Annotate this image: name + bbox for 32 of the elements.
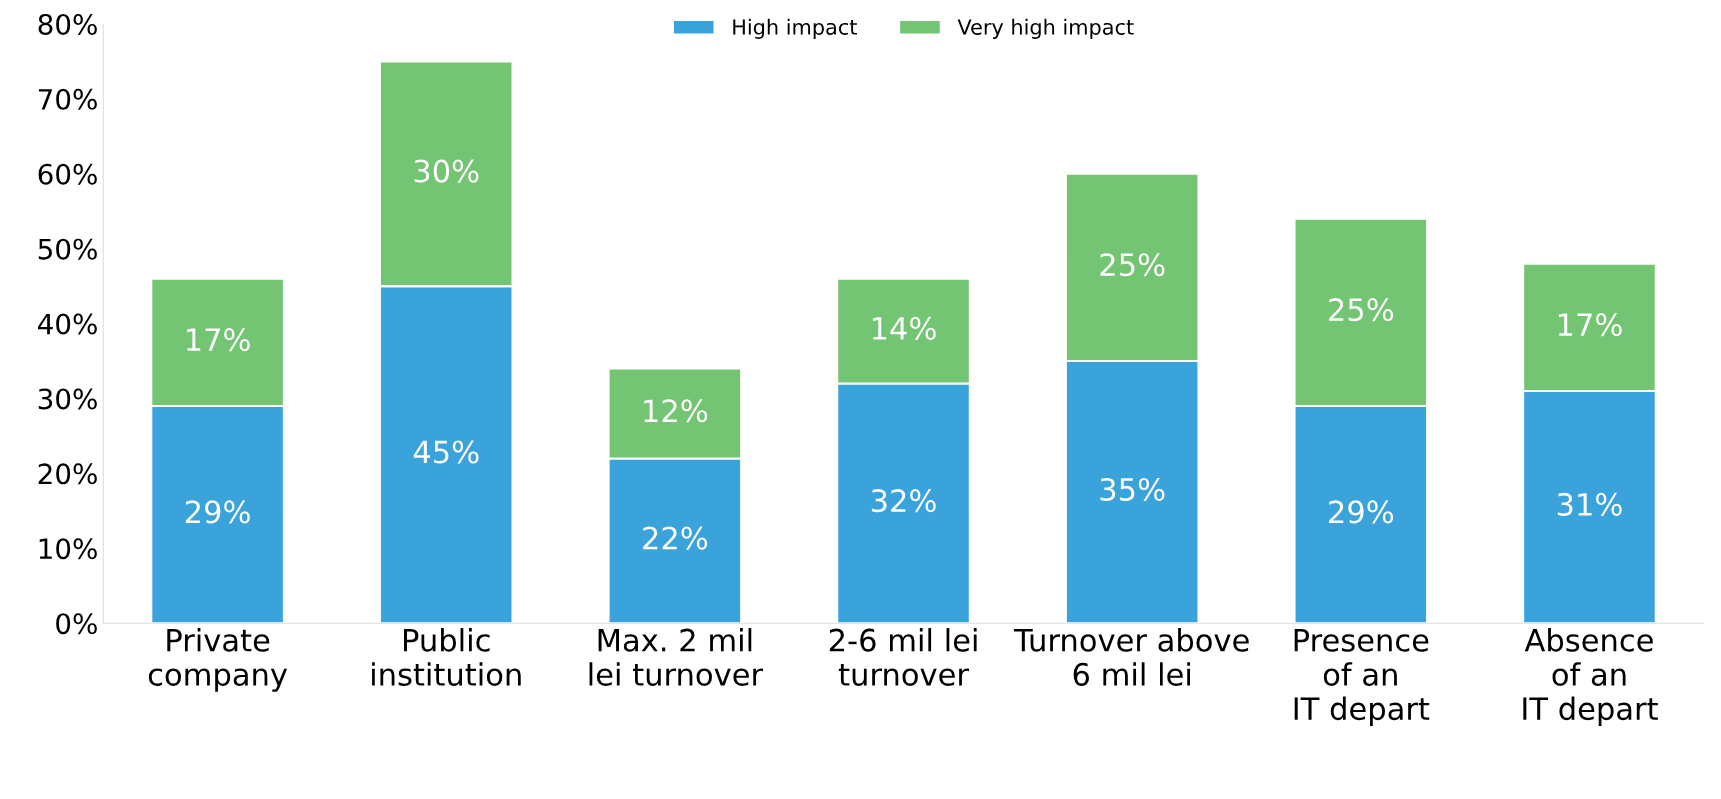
x-tick-label: Max. 2 mil lei turnover: [589, 628, 764, 686]
y-tick-label: 70%: [38, 88, 97, 110]
y-tick-label: 80%: [38, 13, 97, 35]
data-label: 25%: [1329, 298, 1394, 322]
x-tick-label: Private company: [148, 628, 288, 692]
x-tick-label: 2-6 mil lei turnover: [829, 628, 977, 686]
y-tick-label: 50%: [38, 238, 97, 260]
data-label: 32%: [871, 489, 936, 513]
y-tick-label: 10%: [39, 538, 97, 560]
data-label: 17%: [186, 328, 250, 352]
x-tick-label: Absence of an IT depart: [1523, 628, 1658, 727]
data-label: 35%: [1100, 477, 1165, 501]
data-label: 14%: [872, 316, 936, 340]
x-tick-label: Presence of an IT depart: [1294, 629, 1430, 727]
data-label: 17%: [1558, 313, 1622, 337]
data-label: 45%: [413, 440, 479, 464]
legend-label: High impact: [733, 18, 857, 39]
x-tick-label: Turnover above 6 mil lei: [1013, 628, 1249, 686]
data-label: 31%: [1557, 492, 1622, 516]
y-tick-label: 0%: [56, 613, 97, 635]
y-tick-label: 20%: [38, 463, 97, 485]
data-label: 12%: [644, 399, 708, 423]
y-tick-label: 60%: [38, 163, 97, 185]
data-label: 22%: [643, 526, 708, 550]
y-tick-label: 30%: [38, 388, 97, 410]
legend-label: Very high impact: [957, 18, 1134, 39]
data-label: 29%: [185, 500, 250, 524]
data-label: 30%: [414, 159, 479, 183]
x-tick-label: Public institution: [372, 628, 521, 686]
y-tick-label: 40%: [38, 313, 97, 335]
data-label: 25%: [1100, 253, 1165, 277]
data-label: 29%: [1329, 500, 1394, 524]
